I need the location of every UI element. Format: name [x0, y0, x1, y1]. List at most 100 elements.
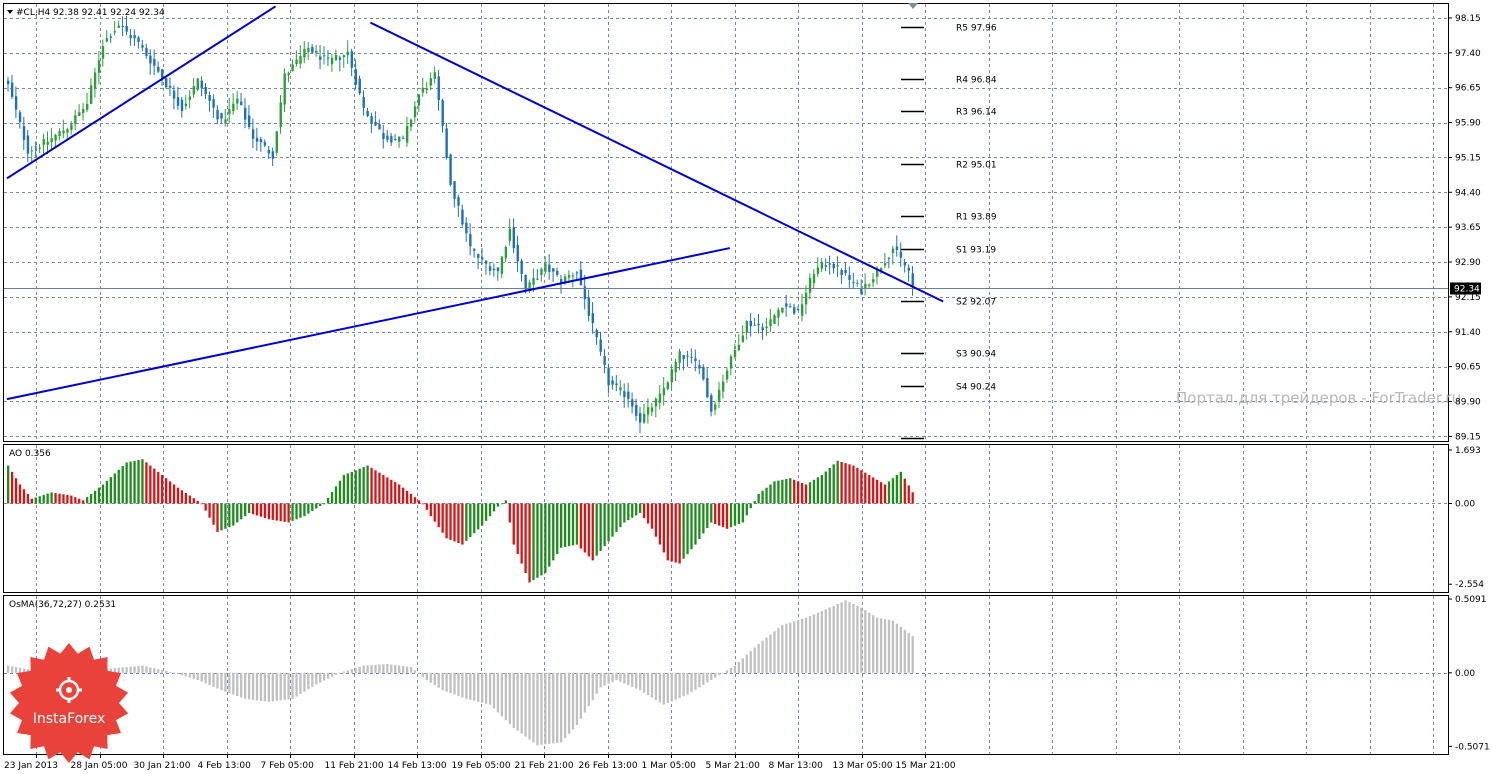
- candle-body: [449, 154, 452, 185]
- histogram-bar: [714, 503, 717, 525]
- histogram-bar: [382, 475, 385, 504]
- time-axis-label: 14 Feb 13:00: [388, 761, 447, 771]
- histogram-bar: [251, 503, 255, 515]
- histogram-bar: [445, 503, 448, 539]
- axis-tick-label: -2.554: [1455, 580, 1484, 590]
- osma-title: OsMA(36,72,27) 0.2531: [9, 600, 116, 610]
- candle-body: [844, 269, 847, 274]
- candle-body: [244, 107, 247, 120]
- histogram-bar: [757, 643, 760, 673]
- candle-body: [370, 115, 373, 124]
- histogram-bar: [532, 503, 535, 581]
- histogram-bar: [678, 503, 681, 564]
- histogram-bar: [611, 503, 614, 537]
- candle-body: [161, 69, 164, 79]
- candle-body: [204, 86, 207, 95]
- histogram-bar: [402, 487, 405, 504]
- histogram-bar: [674, 672, 677, 700]
- trendline[interactable]: [6, 247, 731, 401]
- candle-body: [26, 135, 30, 154]
- histogram-bar: [469, 672, 472, 700]
- candle-body: [718, 389, 721, 402]
- histogram-bar: [729, 503, 733, 528]
- histogram-bar: [133, 666, 136, 673]
- candle-body: [706, 378, 709, 398]
- histogram-bar: [180, 672, 184, 676]
- histogram-bar: [433, 503, 436, 522]
- histogram-bar: [441, 503, 444, 533]
- candle-body: [121, 25, 124, 27]
- histogram-bar: [54, 493, 57, 504]
- histogram-bar: [338, 480, 342, 504]
- histogram-bar: [362, 665, 365, 673]
- histogram-bar: [721, 503, 725, 528]
- histogram-bar: [642, 503, 646, 519]
- histogram-bar: [18, 484, 22, 504]
- histogram-bar: [465, 672, 468, 699]
- chart-shift-marker-icon[interactable]: [908, 3, 918, 9]
- histogram-bar: [358, 666, 361, 673]
- histogram-bar: [405, 490, 409, 504]
- histogram-bar: [405, 666, 409, 673]
- candle-body: [662, 388, 666, 396]
- candle-body: [560, 279, 563, 284]
- candle-body: [247, 115, 251, 127]
- histogram-bar: [26, 669, 30, 673]
- histogram-bar: [378, 664, 381, 673]
- candle-body: [362, 96, 365, 108]
- axis-tick-label: 90.65: [1455, 363, 1481, 373]
- candle-body: [512, 227, 515, 249]
- candle-body: [619, 387, 622, 391]
- candle-body: [453, 181, 456, 199]
- histogram-bar: [627, 503, 630, 521]
- histogram-bar: [326, 672, 330, 679]
- candle-body: [658, 393, 662, 403]
- histogram-bar: [808, 482, 812, 504]
- trendline[interactable]: [6, 5, 277, 180]
- candle-body: [753, 324, 756, 326]
- candle-body: [346, 51, 350, 56]
- candle-body: [291, 64, 294, 72]
- axis-tick-label: 95.15: [1455, 153, 1481, 163]
- histogram-bar: [824, 471, 827, 504]
- histogram-bar: [228, 672, 231, 694]
- histogram-bar: [263, 503, 267, 519]
- histogram-bar: [686, 672, 689, 695]
- axis-tick-label: 96.65: [1455, 84, 1481, 94]
- candle-body: [315, 50, 318, 53]
- candle-body: [903, 262, 907, 266]
- histogram-bar: [232, 672, 235, 695]
- candle-body: [38, 147, 41, 149]
- histogram-bar: [50, 492, 53, 504]
- candle-body: [425, 88, 429, 91]
- candle-body: [165, 78, 168, 88]
- histogram-bar: [804, 484, 808, 504]
- candle-body: [216, 109, 219, 120]
- histogram-bar: [180, 490, 184, 504]
- histogram-bar: [481, 672, 484, 703]
- histogram-bar: [267, 503, 270, 520]
- candle-body: [259, 139, 263, 143]
- histogram-bar: [781, 479, 784, 504]
- histogram-bar: [82, 500, 85, 504]
- candle-body: [129, 35, 132, 39]
- dropdown-triangle-icon[interactable]: [7, 10, 13, 14]
- histogram-bar: [706, 672, 709, 683]
- candle-body: [591, 313, 594, 324]
- histogram-bar: [702, 503, 705, 534]
- trendline[interactable]: [369, 21, 944, 303]
- histogram-bar: [639, 672, 642, 691]
- candle-body: [279, 102, 282, 128]
- axis-tick-label: 98.15: [1455, 14, 1481, 24]
- candle-body: [157, 66, 160, 72]
- trendlines[interactable]: [6, 5, 944, 401]
- watermark-text: Портал для трейдеров - ForTrader.ru: [1176, 389, 1461, 407]
- histogram-bar: [10, 666, 14, 673]
- histogram-bar: [402, 666, 405, 673]
- histogram-bar: [658, 503, 662, 545]
- time-axis-label: 1 Mar 05:00: [642, 761, 697, 771]
- histogram-bar: [646, 672, 650, 696]
- histogram-bar: [646, 503, 650, 524]
- candle-body: [82, 109, 85, 113]
